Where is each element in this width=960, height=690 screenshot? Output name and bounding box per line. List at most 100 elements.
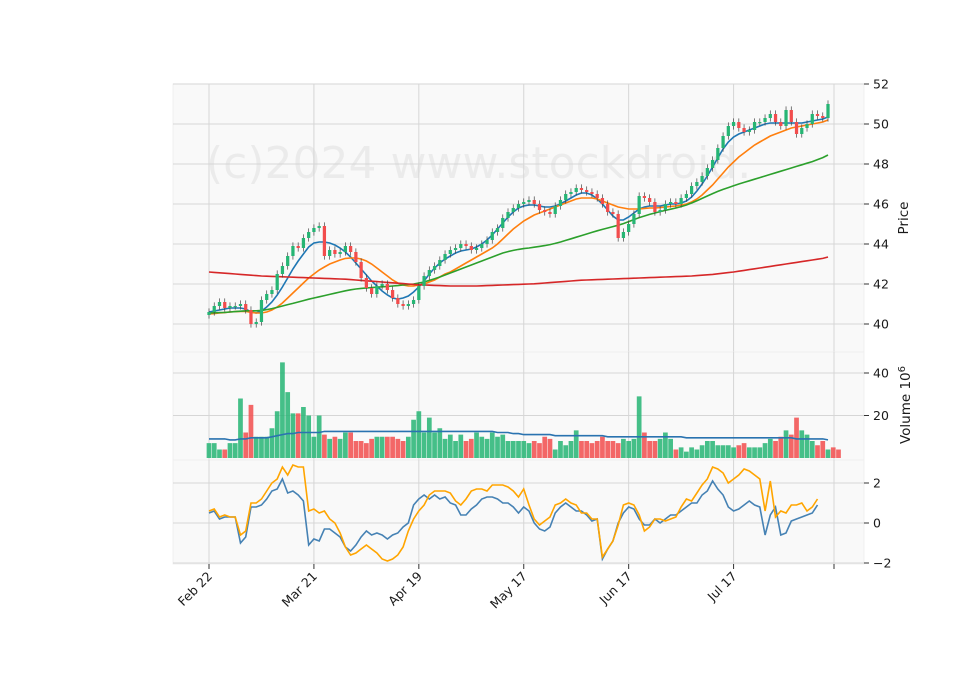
volume-bar <box>337 438 343 458</box>
price-y-axis: 40 42 44 46 48 50 52 <box>864 77 889 332</box>
volume-bar <box>783 430 789 458</box>
candle-body <box>595 194 599 198</box>
candle-body <box>506 212 510 218</box>
candle-body <box>632 214 636 224</box>
candle-body <box>328 250 332 256</box>
candle-body <box>422 276 426 286</box>
candle-body <box>674 202 678 204</box>
volume-bar <box>290 413 296 458</box>
volume-bar <box>558 441 563 458</box>
candle-body <box>805 124 809 128</box>
volume-bar <box>311 436 317 458</box>
volume-bar <box>379 436 385 458</box>
volume-bar <box>253 436 259 458</box>
candle-body <box>280 266 285 274</box>
candle-body <box>737 122 741 128</box>
price-y-tick-label: 46 <box>873 197 889 212</box>
volume-bar <box>274 411 280 458</box>
candle-body <box>731 122 736 126</box>
volume-bar <box>453 441 458 458</box>
candle-body <box>333 250 337 254</box>
candle-body <box>658 210 662 212</box>
volume-bar <box>568 441 574 458</box>
candle-body <box>742 128 746 132</box>
x-tick-label: Apr 19 <box>385 568 425 608</box>
candle-body <box>296 246 300 248</box>
candle-body <box>495 228 500 232</box>
candle-body <box>228 306 232 308</box>
volume-bar <box>384 436 390 458</box>
candle-body <box>516 204 521 208</box>
volume-bar <box>537 443 542 458</box>
volume-bar <box>521 441 527 458</box>
volume-bar <box>259 436 264 458</box>
volume-bar <box>447 434 453 458</box>
candle-body <box>459 244 463 248</box>
candle-body <box>301 238 306 248</box>
candle-body <box>275 274 279 290</box>
volume-bar <box>552 449 558 458</box>
candle-body <box>548 212 552 214</box>
price-ma-line-2 <box>208 119 829 315</box>
volume-bar <box>295 413 301 458</box>
volume-bar <box>788 434 794 458</box>
volume-bar <box>594 441 600 458</box>
candle-body <box>307 232 311 238</box>
candle-body <box>779 122 783 126</box>
volume-axis-label: Volume 106 <box>897 366 914 444</box>
volume-ma-line <box>209 430 829 441</box>
candle-body <box>826 104 830 118</box>
x-axis: Feb 22 Mar 21 Apr 19 May 17 Jun 17 Jul 17 <box>175 564 835 611</box>
candle-body <box>522 202 526 204</box>
volume-bar <box>442 438 448 458</box>
candle-body <box>590 192 594 194</box>
volume-bar <box>731 447 736 458</box>
volume-bar <box>264 436 270 458</box>
price-y-tick-label: 52 <box>873 77 889 92</box>
candle-body <box>406 304 410 306</box>
volume-bar <box>232 443 238 458</box>
volume-bar <box>636 396 642 458</box>
candle-body <box>653 202 657 212</box>
volume-bar <box>542 436 548 458</box>
candle-body <box>669 202 673 204</box>
candle-body <box>616 214 620 238</box>
candle-body <box>396 298 400 304</box>
candle-body <box>716 148 720 160</box>
volume-bar <box>778 436 784 458</box>
volume-bar <box>437 428 443 458</box>
candle-body <box>480 244 484 248</box>
candle-body <box>238 304 243 306</box>
volume-bar <box>663 432 668 458</box>
x-tick-label: Jun 17 <box>596 569 635 608</box>
candle-body <box>794 122 799 134</box>
volume-bar <box>710 441 715 458</box>
candle-body <box>432 266 437 270</box>
volume-bar <box>400 441 406 458</box>
volume-bar <box>694 449 700 458</box>
candle-body <box>511 208 515 212</box>
candle-body <box>773 114 778 122</box>
volume-bar <box>836 449 841 458</box>
candle-body <box>752 122 757 130</box>
candle-body <box>259 300 264 322</box>
candle-body <box>726 126 730 136</box>
x-tick-label: Feb 22 <box>175 569 215 609</box>
volume-bar <box>411 419 416 458</box>
volume-bar <box>589 443 595 458</box>
volume-bar <box>280 362 285 458</box>
candle-body <box>322 226 327 256</box>
volume-bar <box>746 447 752 458</box>
candle-body <box>417 286 421 300</box>
candle-body <box>212 306 216 312</box>
candle-body <box>695 182 699 186</box>
candle-body <box>390 290 395 298</box>
price-ma-line-3 <box>208 154 829 314</box>
volume-bar <box>752 447 757 458</box>
candle-body <box>710 160 715 168</box>
candle-body <box>800 128 804 134</box>
volume-bar <box>715 445 721 458</box>
candle-body <box>574 188 578 192</box>
candle-body <box>721 136 725 148</box>
candle-body <box>810 114 814 124</box>
